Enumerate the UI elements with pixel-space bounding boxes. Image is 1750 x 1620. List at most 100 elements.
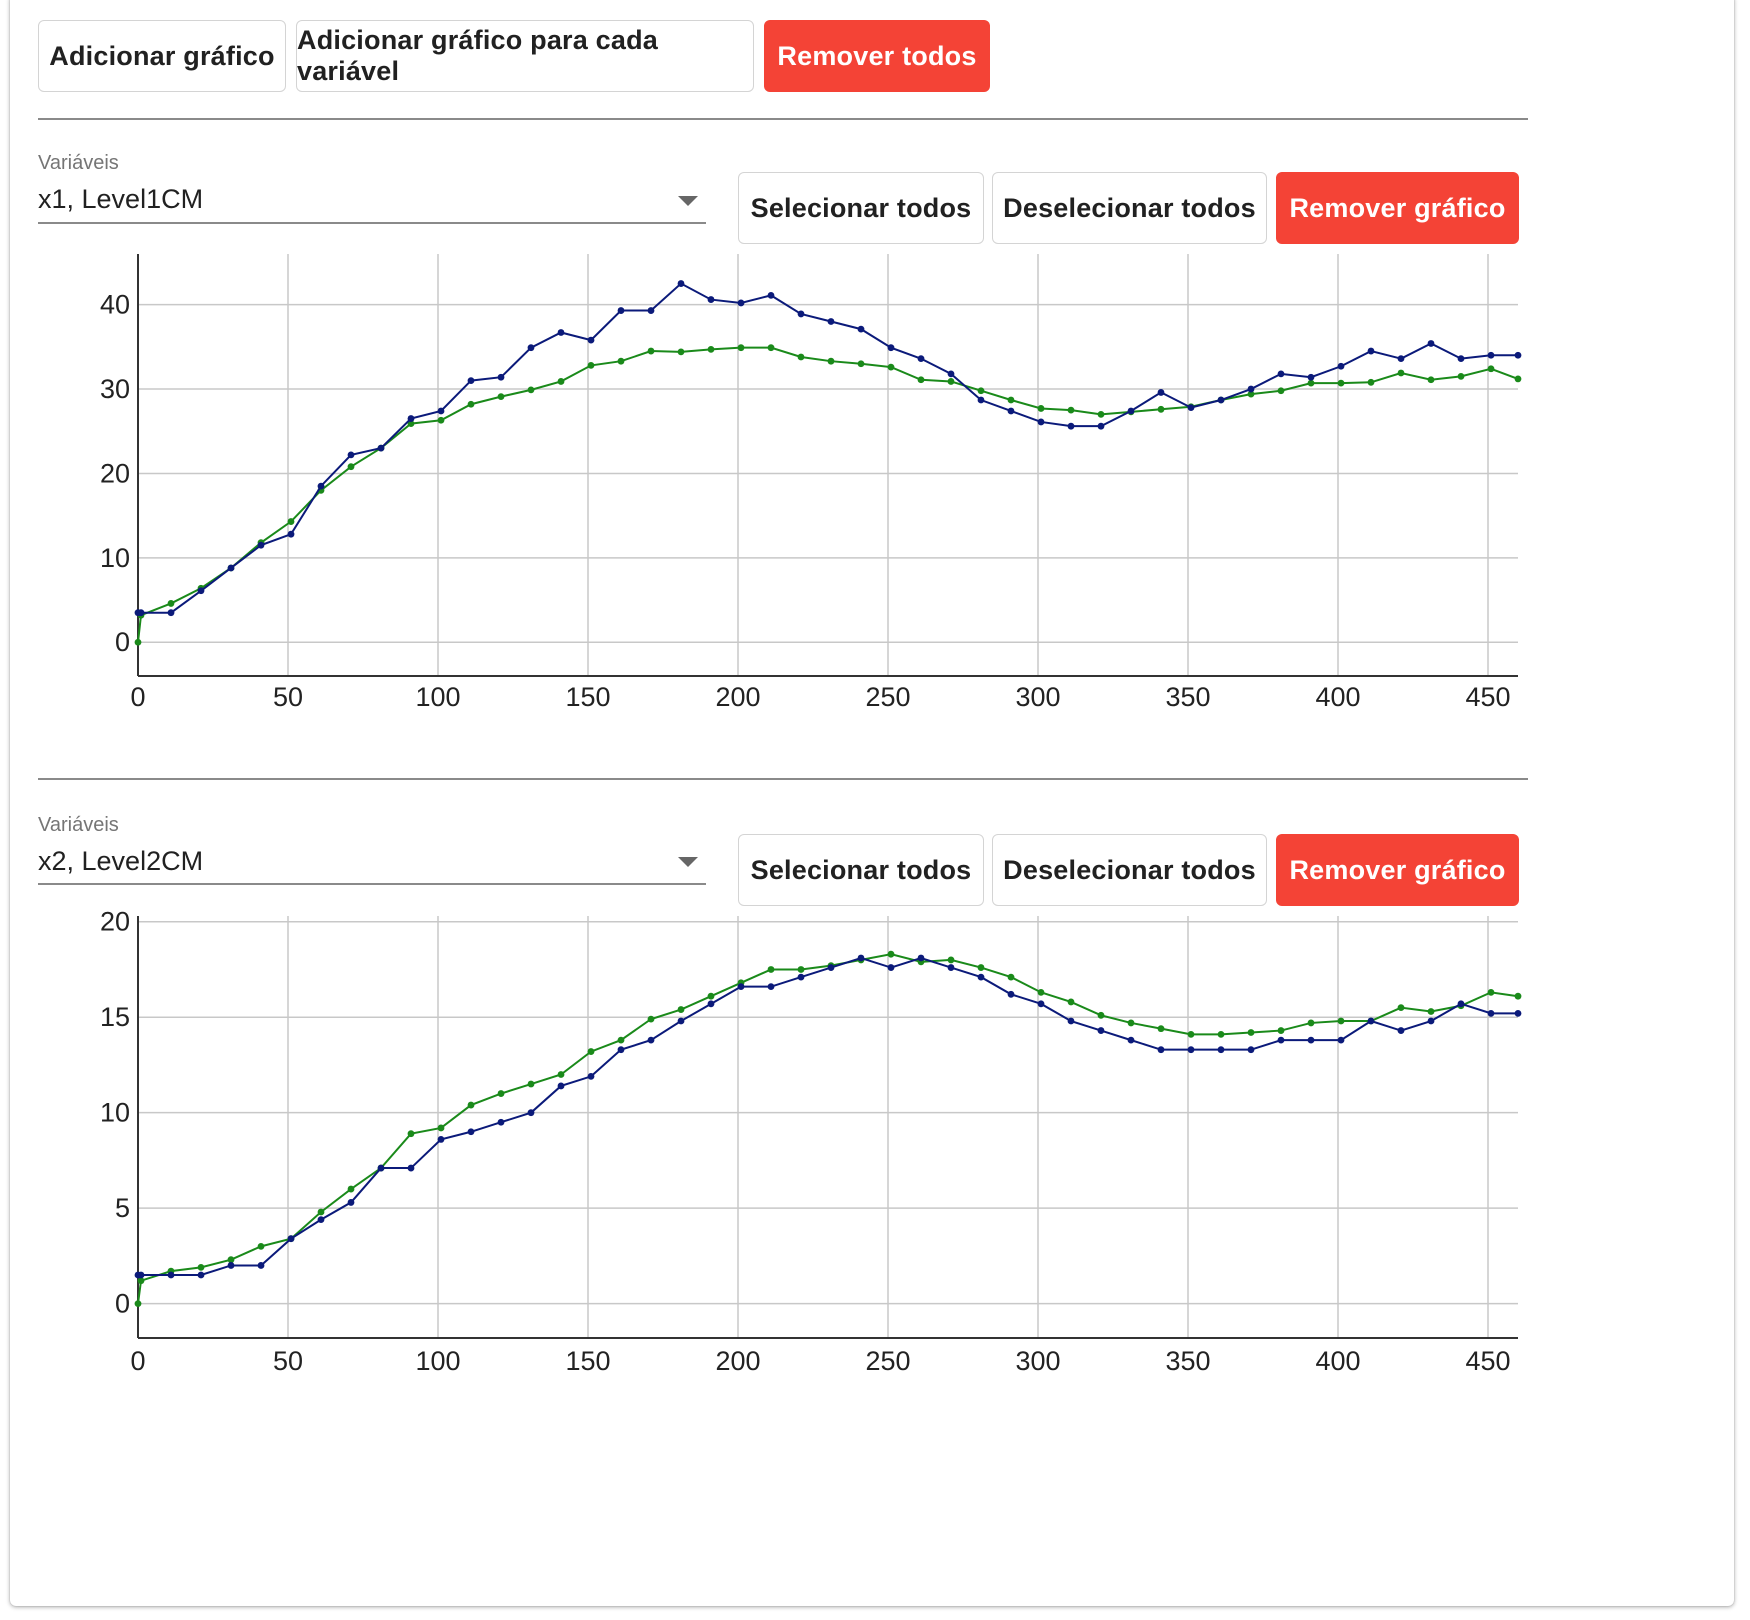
data-point <box>887 363 895 371</box>
data-point <box>647 1015 655 1023</box>
data-point <box>287 530 295 538</box>
y-tick-label: 0 <box>115 1289 130 1319</box>
variables-select-value[interactable]: x2, Level2CM <box>38 846 204 876</box>
data-point <box>1457 355 1465 363</box>
data-point <box>617 307 625 314</box>
series-line <box>137 953 1519 1304</box>
data-point <box>1067 422 1075 430</box>
data-point <box>1427 376 1435 384</box>
x-tick-label: 400 <box>1315 1346 1360 1376</box>
y-tick-label: 0 <box>115 627 130 657</box>
data-point <box>857 954 865 962</box>
data-point <box>347 1185 355 1193</box>
data-point <box>1097 422 1105 430</box>
data-point <box>1337 362 1345 370</box>
data-point <box>1097 1027 1105 1034</box>
series-line <box>137 346 1519 643</box>
data-point <box>1037 418 1045 426</box>
divider <box>38 778 1528 780</box>
data-point <box>1157 1046 1165 1054</box>
data-point <box>587 1072 595 1080</box>
data-point <box>467 400 475 408</box>
data-point <box>977 387 985 395</box>
data-point <box>437 1136 445 1143</box>
remove-chart-button[interactable]: Remover gráfico <box>1276 834 1519 906</box>
data-point <box>797 310 805 318</box>
data-point <box>467 377 475 384</box>
data-point <box>317 1208 325 1216</box>
data-point <box>167 609 175 617</box>
data-point <box>827 357 835 365</box>
data-point <box>137 1271 145 1279</box>
chevron-down-icon[interactable] <box>678 857 698 867</box>
data-point <box>767 291 775 299</box>
data-point <box>1127 407 1135 415</box>
data-point <box>707 1000 715 1008</box>
deselect-all-button[interactable]: Deselecionar todos <box>992 834 1267 906</box>
select-all-button[interactable]: Selecionar todos <box>738 834 984 906</box>
data-point <box>1307 373 1315 381</box>
x-tick-label: 150 <box>565 682 610 712</box>
chevron-down-icon[interactable] <box>678 196 698 206</box>
x-tick-label: 300 <box>1015 1346 1060 1376</box>
y-tick-label: 10 <box>100 543 130 573</box>
data-point <box>1337 1017 1345 1025</box>
data-point <box>707 296 715 303</box>
data-point <box>1127 1019 1135 1027</box>
data-point <box>1247 1029 1255 1036</box>
data-point <box>1427 340 1435 347</box>
data-point <box>617 357 625 365</box>
data-point <box>917 355 925 363</box>
data-point <box>1067 998 1075 1006</box>
x-tick-label: 300 <box>1015 682 1060 712</box>
add-chart-button[interactable]: Adicionar gráfico <box>38 20 286 92</box>
data-point <box>227 564 235 572</box>
remove-chart-button[interactable]: Remover gráfico <box>1276 172 1519 244</box>
data-point <box>1367 378 1375 386</box>
data-point <box>557 378 565 385</box>
data-point <box>377 1164 385 1172</box>
data-point <box>1427 1008 1435 1015</box>
data-point <box>377 444 385 452</box>
data-point <box>917 376 925 384</box>
x-tick-label: 350 <box>1165 1346 1210 1376</box>
data-point <box>557 1082 565 1090</box>
data-point <box>347 1199 355 1206</box>
data-point <box>977 964 985 971</box>
x-tick-label: 200 <box>715 1346 760 1376</box>
data-point <box>1514 375 1522 383</box>
divider <box>38 118 1528 120</box>
y-tick-label: 30 <box>100 374 130 404</box>
deselect-all-button[interactable]: Deselecionar todos <box>992 172 1267 244</box>
variables-select-value[interactable]: x1, Level1CM <box>38 184 204 214</box>
remove-all-button[interactable]: Remover todos <box>764 20 990 92</box>
data-point <box>227 1262 235 1269</box>
data-point <box>134 1300 142 1308</box>
data-point <box>1514 1009 1522 1017</box>
data-point <box>1067 1017 1075 1025</box>
data-point <box>1007 396 1015 404</box>
data-point <box>347 451 355 459</box>
data-point <box>1397 355 1405 363</box>
data-point <box>947 956 955 964</box>
x-tick-label: 400 <box>1315 682 1360 712</box>
add-chart-each-variable-button[interactable]: Adicionar gráfico para cada variável <box>296 20 754 92</box>
data-point <box>1397 369 1405 377</box>
data-point <box>887 344 895 352</box>
data-point <box>857 325 865 333</box>
data-point <box>167 600 175 607</box>
data-point <box>677 1017 685 1025</box>
data-point <box>1457 1000 1465 1008</box>
data-point <box>1007 973 1015 981</box>
data-point <box>227 1256 235 1264</box>
data-point <box>737 299 745 307</box>
x-tick-label: 250 <box>865 1346 910 1376</box>
data-point <box>407 1130 415 1138</box>
data-point <box>1367 347 1375 355</box>
data-point <box>407 1164 415 1172</box>
data-point <box>1157 405 1165 413</box>
select-all-button[interactable]: Selecionar todos <box>738 172 984 244</box>
data-point <box>407 420 415 428</box>
data-point <box>1277 387 1285 395</box>
